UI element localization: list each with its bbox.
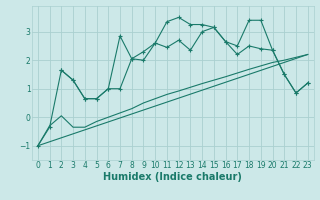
X-axis label: Humidex (Indice chaleur): Humidex (Indice chaleur) — [103, 172, 242, 182]
